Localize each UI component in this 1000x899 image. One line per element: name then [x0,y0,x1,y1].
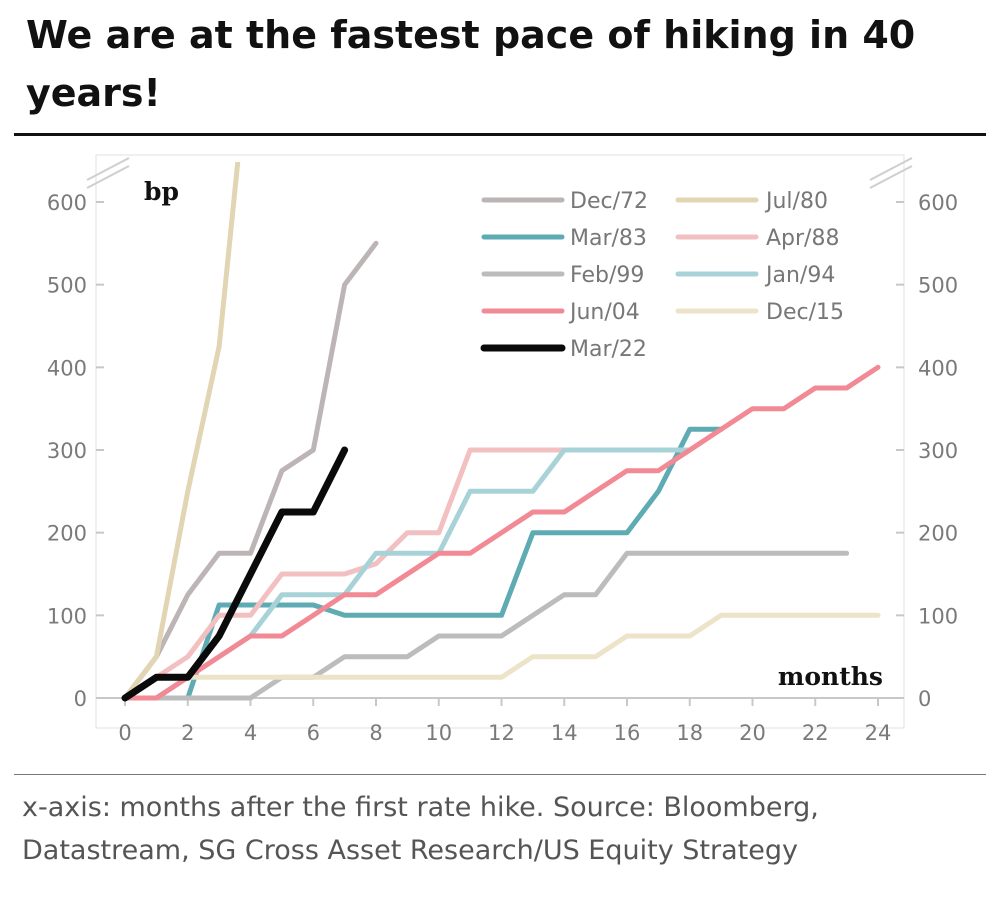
title-divider [14,133,986,136]
axis-break-right [869,157,913,189]
axis-ticks: 0 0 100 100 200 200 300 300 400 400 500 500 600 600 0 2… [47,191,958,745]
footer-divider [14,774,986,775]
plot-frame [95,154,905,729]
line-chart: 0 0 100 100 200 200 300 300 400 400 500 500 600 600 0 2… [47,154,958,745]
y-tick-label-right: 400 [918,356,958,380]
axis-break-mark [86,157,130,181]
x-tick-label: 10 [425,721,452,745]
series-layer [121,162,881,702]
y-tick-label-left: 300 [47,439,87,463]
y-tick-label-left: 100 [47,604,87,628]
series-line-jul-80 [122,162,241,701]
x-tick-label: 6 [307,721,320,745]
legend: Dec/72 Jul/80 Mar/83 Apr/88 Feb/99 Jan/94 Jun/… [480,189,844,362]
y-tick-label-left: 500 [47,274,87,298]
legend-label-jan-94: Jan/94 [764,263,835,288]
source-note: x-axis: months after the first rate hike… [22,792,819,866]
y-tick-label-right: 0 [918,687,931,711]
series-line-mar-83 [122,426,724,701]
y-tick-label-left: 400 [47,356,87,380]
y-tick-label-right: 500 [918,274,958,298]
y-tick-label-right: 100 [918,604,958,628]
legend-label-mar-83: Mar/83 [570,226,647,251]
legend-label-feb-99: Feb/99 [570,263,644,288]
x-tick-label: 24 [865,721,892,745]
x-tick-label: 4 [244,721,257,745]
x-tick-label: 22 [802,721,829,745]
series-line-feb-99 [122,550,850,701]
series-line-dec-15 [122,612,881,701]
x-tick-label: 12 [488,721,515,745]
x-tick-label: 20 [739,721,766,745]
legend-label-mar-22: Mar/22 [570,337,647,362]
legend-label-jul-80: Jul/80 [764,189,828,214]
axis-break-mark [869,157,913,181]
chart-title: We are at the fastest pace of hiking in … [26,13,916,115]
y-axis-label: bp [144,177,179,206]
legend-label-dec-72: Dec/72 [570,189,648,214]
x-tick-label: 0 [118,721,131,745]
series-line-dec-72 [122,240,379,701]
y-tick-label-right: 300 [918,439,958,463]
x-tick-label: 18 [676,721,703,745]
y-tick-label-right: 600 [918,191,958,215]
legend-label-dec-15: Dec/15 [766,300,844,325]
series-line-jun-04 [122,364,881,701]
y-tick-label-left: 600 [47,191,87,215]
axis-break-left [86,157,130,189]
x-tick-label: 16 [614,721,641,745]
series-line-mar-22 [121,446,349,702]
axis-break-mark [869,165,913,189]
x-tick-label: 2 [181,721,194,745]
y-tick-label-left: 200 [47,522,87,546]
x-tick-label: 8 [369,721,382,745]
x-tick-label: 14 [551,721,578,745]
series-line-apr-88 [122,447,567,701]
y-tick-label-left: 0 [74,687,87,711]
x-axis-label: months [778,662,883,691]
axis-break-mark [86,165,130,189]
legend-label-jun-04: Jun/04 [568,300,640,325]
legend-label-apr-88: Apr/88 [766,226,839,251]
y-tick-label-right: 200 [918,522,958,546]
